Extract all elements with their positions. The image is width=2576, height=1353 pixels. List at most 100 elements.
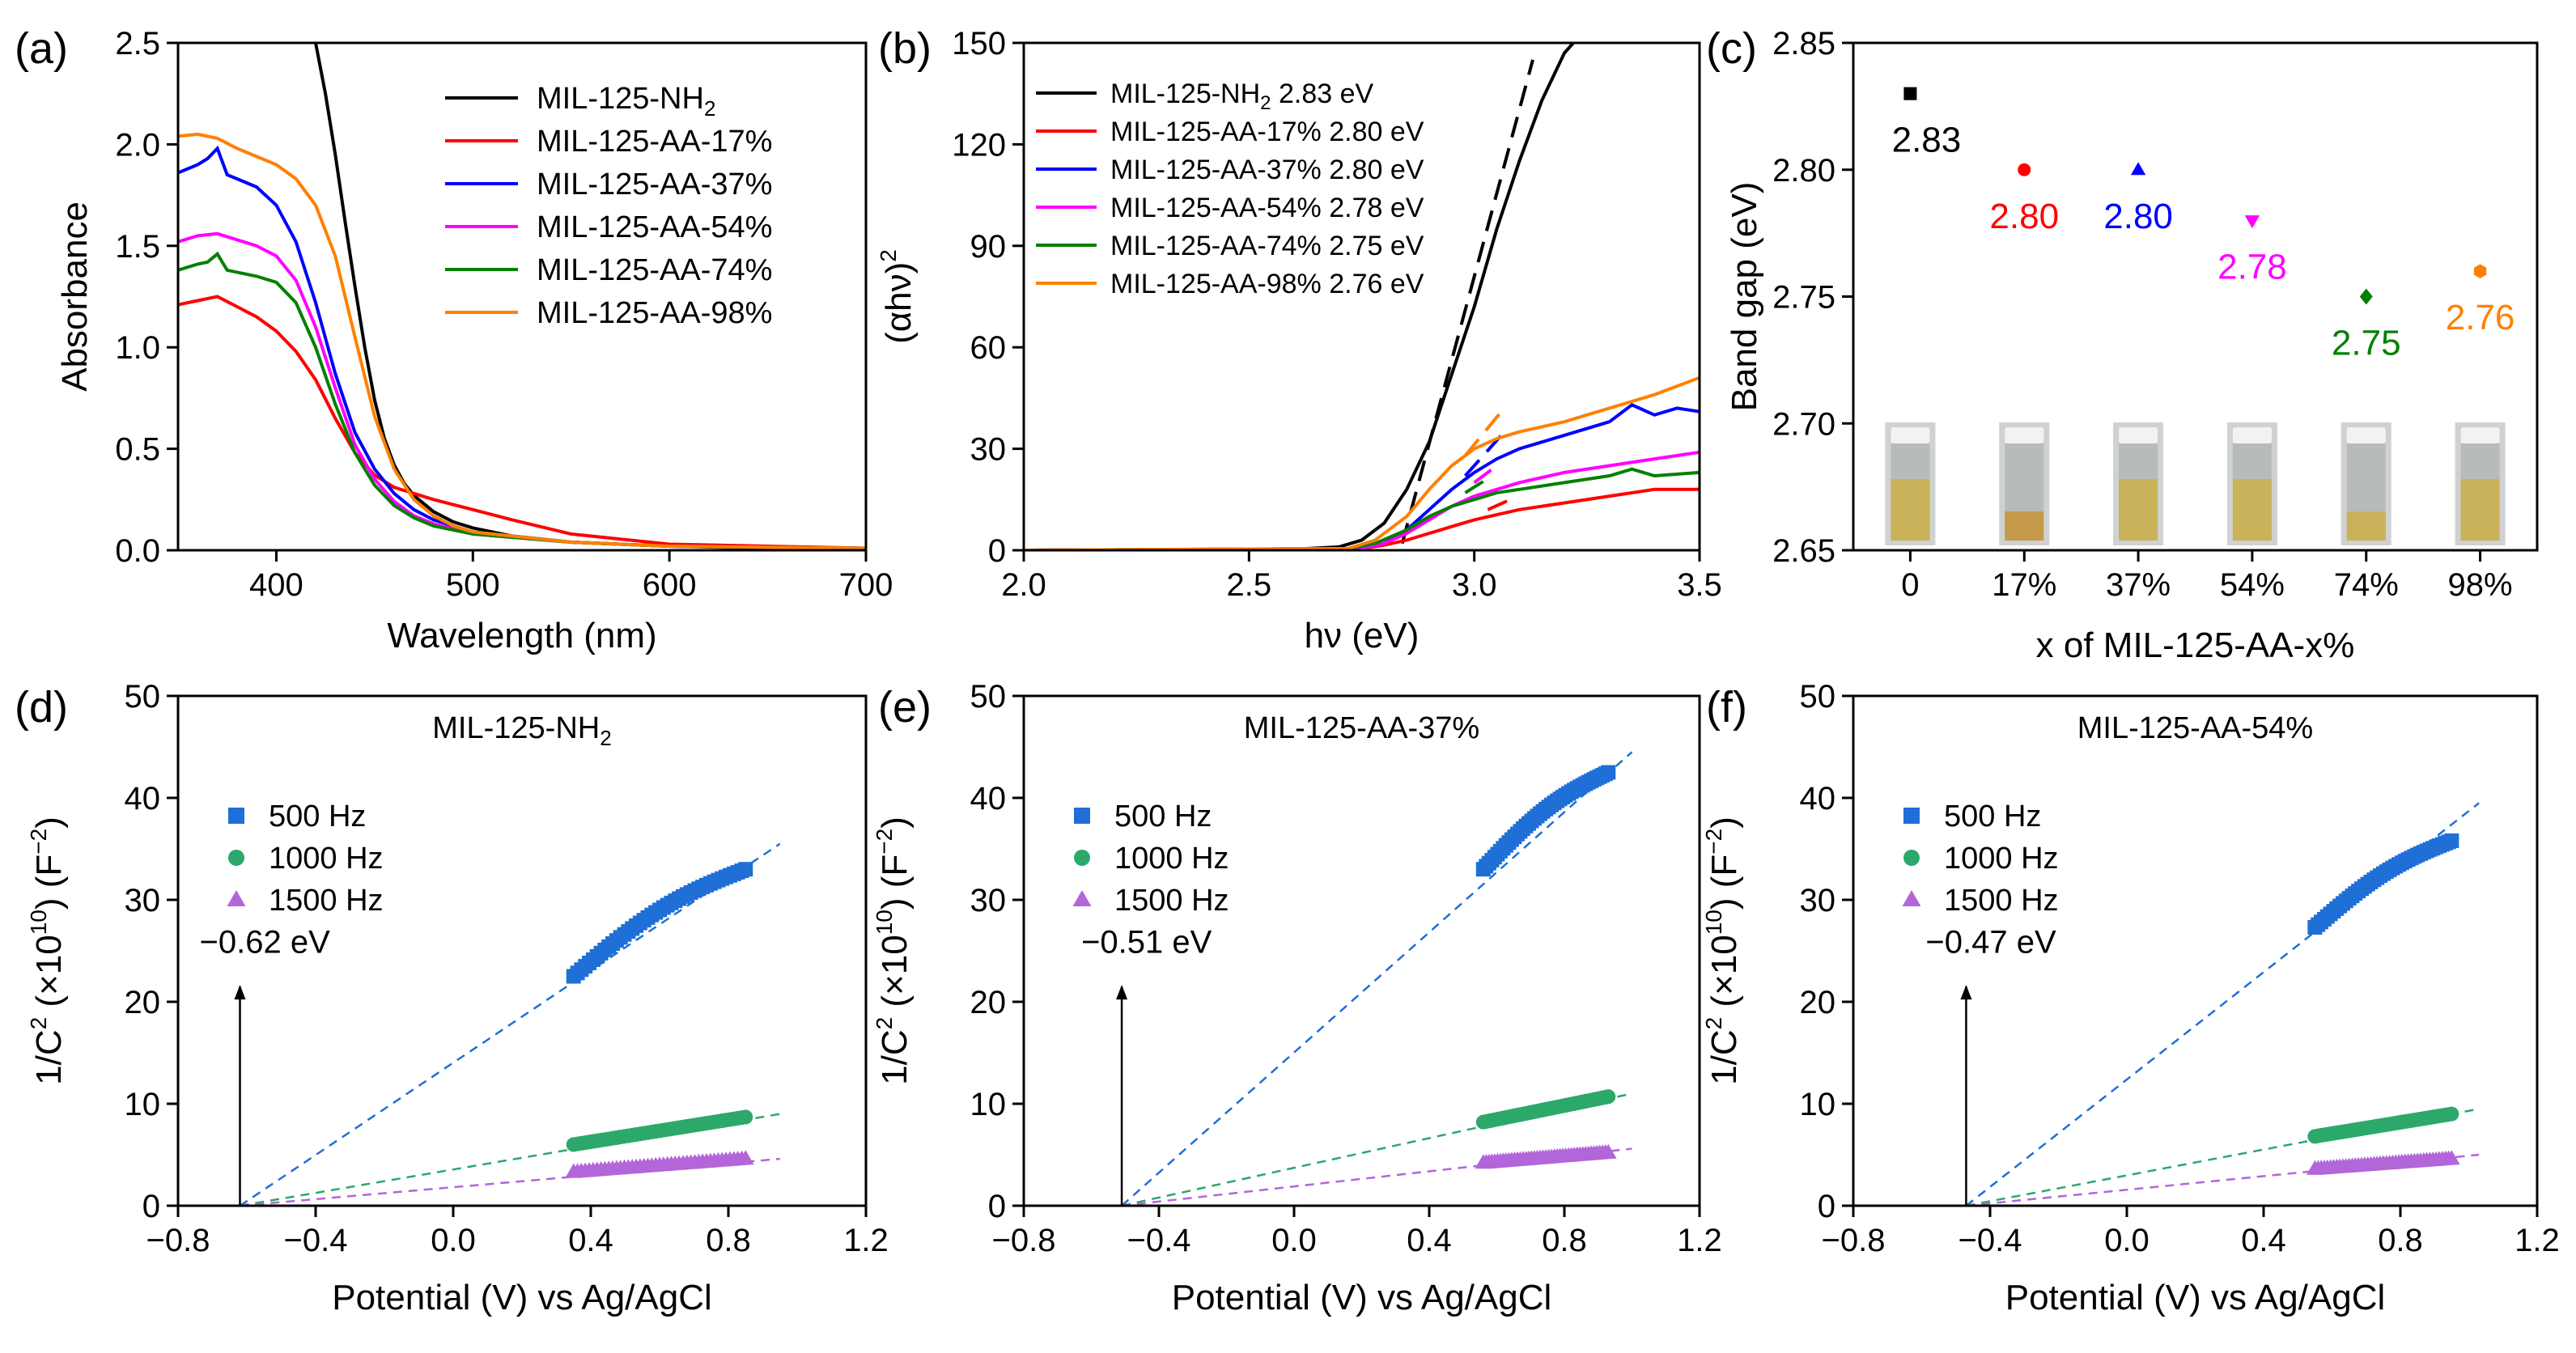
x-axis-title: x of MIL-125-AA-x% — [2036, 626, 2355, 665]
y-title-sup: 2 — [26, 1017, 51, 1030]
legend-label: 1000 Hz — [269, 842, 384, 876]
series-line — [1024, 43, 1575, 550]
legend-label: MIL-125-AA-54% 2.78 eV — [1110, 193, 1424, 223]
x-tick-label: 0.0 — [431, 1223, 476, 1258]
x-tick-label: 3.0 — [1452, 567, 1497, 603]
legend-label: 500 Hz — [1114, 800, 1212, 833]
legend-label: MIL-125-AA-37% — [537, 168, 772, 201]
data-point — [738, 862, 753, 877]
x-tick-label: −0.4 — [1959, 1223, 2022, 1258]
x-tick-label: −0.8 — [1822, 1223, 1886, 1258]
legend-marker — [1903, 850, 1920, 866]
data-point — [1599, 1143, 1617, 1159]
y-title-sup: −2 — [872, 829, 897, 855]
flat-band-label: −0.51 eV — [1081, 925, 1212, 961]
band-gap-point — [2474, 264, 2487, 278]
band-gap-point — [2130, 162, 2146, 176]
x-tick-label: 0.0 — [1271, 1223, 1317, 1258]
tangent-line — [1464, 474, 1493, 494]
x-category-label: 37% — [2106, 567, 2171, 603]
vial-cap — [2232, 427, 2272, 443]
legend-label: MIL-125-NH2 2.83 eV — [1110, 78, 1374, 114]
panel-f: (f) MIL-125-AA-54% −0.47 eV −0.8 −0.4 0.0 0.4 0… — [1701, 679, 2560, 1317]
y-tick-label: 2.85 — [1772, 26, 1835, 62]
y-tick-label: 2.75 — [1772, 280, 1835, 316]
plot-frame — [176, 694, 868, 1207]
x-tick-label: 1.2 — [2514, 1223, 2560, 1258]
y-tick-label: 40 — [970, 781, 1007, 816]
y-title-part: (×10 — [1704, 935, 1744, 1017]
band-gap-value-label: 2.80 — [2103, 197, 2173, 236]
x-category-label: 98% — [2448, 567, 2513, 603]
y-title-sup: 10 — [872, 910, 897, 935]
tangent-line — [1400, 59, 1534, 545]
y-tick-label: 50 — [1800, 679, 1836, 715]
panel-title: MIL-125-AA-54% — [2077, 711, 2313, 745]
data-point — [2444, 833, 2459, 848]
legend-label-main: MIL-125-AA-54% — [537, 210, 772, 244]
y-tick-label: 2.80 — [1772, 153, 1835, 189]
y-tick-label: 10 — [125, 1087, 161, 1122]
y-tick-label: 2.5 — [115, 26, 160, 62]
legend-label: MIL-125-AA-54% — [537, 210, 772, 244]
legend-marker — [1074, 850, 1090, 866]
x-tick-label: 500 — [446, 567, 500, 603]
x-tick-label: 0.4 — [2241, 1223, 2286, 1258]
x-tick-label: 600 — [643, 567, 697, 603]
y-tick-label: 0.0 — [115, 533, 160, 569]
y-title-part: ) — [29, 816, 69, 829]
panel-a: (a) 400 500 600 700 0.0 0.5 1.0 1.5 2.0 2.5 Wavelen… — [15, 24, 893, 655]
legend-label: 1500 Hz — [1944, 884, 2059, 918]
legend-label-main: MIL-125-AA-74% — [537, 253, 772, 287]
x-tick-label: 0.8 — [2378, 1223, 2423, 1258]
y-tick-label: 1.5 — [115, 229, 160, 265]
x-tick-label: 0.8 — [706, 1223, 751, 1258]
y-tick-label: 50 — [125, 679, 161, 715]
panel-letter: (b) — [878, 24, 932, 73]
fit-line — [239, 842, 781, 1207]
y-tick-label: 30 — [1800, 883, 1836, 918]
y-tick-label: 1.0 — [115, 330, 160, 366]
legend-label-main: MIL-125-AA-17% — [537, 125, 772, 159]
y-title-part: ) — [875, 816, 915, 829]
y-tick-label: 90 — [970, 229, 1007, 265]
panel-d: (d) MIL-125-NH2−0.62 eV−0.8 −0.4 0.0 0.4 0.8 1… — [15, 679, 889, 1317]
x-axis-title: Potential (V) vs Ag/AgCl — [1172, 1278, 1552, 1317]
band-gap-point — [2018, 163, 2031, 176]
x-tick-label: −0.4 — [1127, 1223, 1191, 1258]
panel-letter: (f) — [1706, 683, 1747, 732]
y-tick-label: 10 — [1800, 1087, 1836, 1122]
y-axis-title: 1/C2 (×1010) (F−2) — [872, 816, 915, 1085]
legend-label: 500 Hz — [1944, 800, 2041, 833]
flat-band-arrow-head — [234, 985, 246, 1000]
y-tick-label: 60 — [970, 330, 1007, 366]
x-tick-label: 1.2 — [1677, 1223, 1722, 1258]
band-gap-value-label: 2.75 — [2332, 324, 2401, 363]
vial-photo — [2226, 422, 2277, 545]
legend-label: 500 Hz — [269, 800, 366, 833]
x-axis-title: Potential (V) vs Ag/AgCl — [332, 1278, 712, 1317]
legend-label: MIL-125-AA-17% 2.80 eV — [1110, 117, 1424, 147]
data-point — [1601, 1089, 1616, 1105]
y-tick-label: 0 — [1818, 1189, 1835, 1224]
x-axis-title: hν (eV) — [1305, 616, 1420, 655]
y-title-part: ) (F — [1704, 855, 1744, 910]
legend-label: MIL-125-AA-98% 2.76 eV — [1110, 269, 1424, 299]
x-tick-label: 2.0 — [1001, 567, 1046, 603]
x-category-label: 54% — [2220, 567, 2285, 603]
vial-photo — [1885, 422, 1936, 545]
x-tick-label: 1.2 — [843, 1223, 889, 1258]
y-tick-label: 150 — [952, 26, 1006, 62]
panel-letter: (a) — [15, 24, 68, 73]
y-tick-label: 20 — [1800, 985, 1836, 1020]
y-tick-label: 20 — [970, 985, 1007, 1020]
x-tick-label: 0.0 — [2104, 1223, 2149, 1258]
y-title-sup: 2 — [872, 1017, 897, 1030]
legend-label: 1500 Hz — [1114, 884, 1229, 918]
tangent-line — [1463, 410, 1503, 457]
y-title-part: 1/C — [29, 1029, 69, 1084]
vial-powder — [1891, 479, 1930, 541]
legend-marker — [1903, 808, 1920, 824]
vial-powder — [2005, 511, 2044, 541]
y-title-sup: 10 — [1701, 910, 1726, 935]
